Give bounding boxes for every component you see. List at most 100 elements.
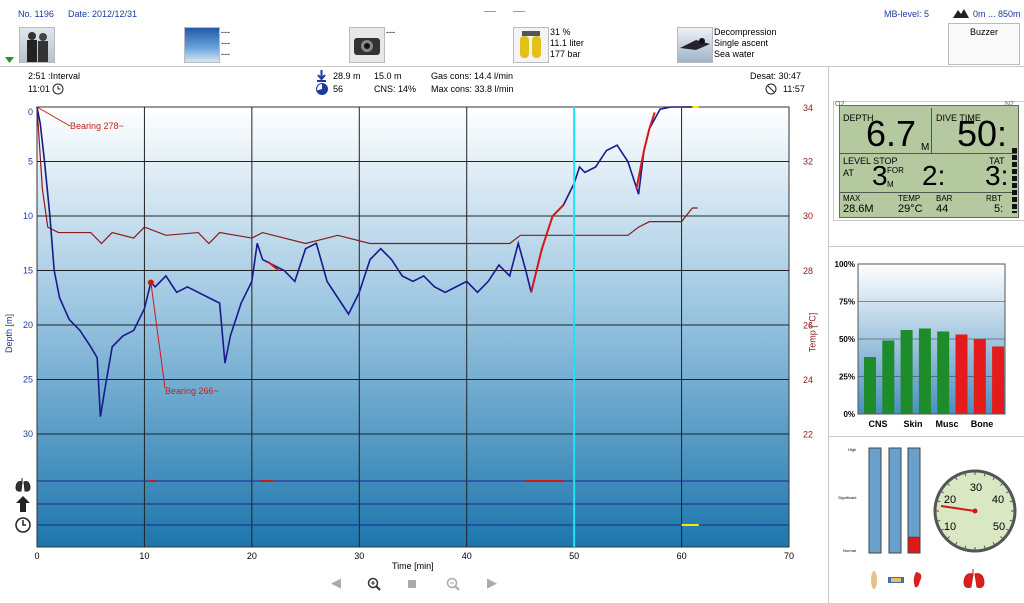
dive-mode-line-1: Decompression	[714, 27, 777, 37]
time-tick-label: 50	[569, 551, 579, 561]
buzzer-button[interactable]: Buzzer	[948, 23, 1020, 65]
desaturation-time: Desat: 30:47	[750, 71, 802, 81]
lcd-bar-label: BAR	[936, 194, 953, 203]
temperature-line	[36, 106, 698, 245]
dive-mode-photo[interactable]	[677, 27, 713, 63]
gauge-tick-mark	[940, 528, 945, 531]
camera-text: ---	[386, 27, 395, 37]
workload-bar	[868, 447, 882, 554]
gauge-tick-mark	[940, 491, 945, 494]
mb-level: MB-level: 5	[884, 9, 930, 19]
time-tick-label: 60	[677, 551, 687, 561]
depth-axis-label: Depth [m]	[4, 313, 15, 354]
tissue-bar	[882, 340, 895, 414]
tissue-bar	[900, 330, 913, 414]
lcd-n2-label: N2	[1005, 101, 1014, 108]
lcd-o2-label: O2	[835, 101, 845, 108]
dive-profile-chart[interactable]: 0 10 20 30 40 50 60 70 0 5 10 15 20 25 30 34 32 30 28 26 24 2…	[0, 0, 830, 603]
depth-tick-label: 25	[23, 375, 33, 385]
lcd-max-label: MAX	[843, 194, 861, 203]
dive-date: Date: 2012/12/31	[68, 9, 138, 19]
lcd-col-divider	[931, 108, 932, 153]
lcd-rbt-value: 5:	[994, 203, 1004, 215]
max-depth: 28.9 m	[333, 71, 361, 81]
zoom-out-button[interactable]	[446, 577, 460, 593]
temp-tick-label: 24	[803, 375, 813, 385]
lcd-rbt-label: RBT	[986, 194, 1002, 203]
bearing-leader-line	[150, 282, 166, 389]
computer-display	[833, 101, 1024, 221]
gauge-tick-mark	[1009, 519, 1013, 522]
depth-profile-line	[36, 106, 693, 417]
time-tick-label: 30	[354, 551, 364, 561]
gauge-tick-mark	[1005, 528, 1010, 531]
tissue-separator	[829, 436, 1024, 437]
tank-photo[interactable]	[513, 27, 549, 63]
dive-number: No. 1196	[18, 9, 54, 19]
dive-mode-line-3: Sea water	[714, 49, 755, 59]
temp-tick-label: 26	[803, 320, 813, 330]
ascent-lane-icon	[16, 496, 30, 514]
temp-tick-label: 28	[803, 266, 813, 276]
location-line-2: ---	[221, 38, 230, 48]
lcd-level-stop: LEVEL STOP	[843, 156, 898, 166]
gauge-tick-label: 10	[944, 521, 956, 533]
workload-bar-fill	[907, 536, 921, 554]
camera-photo[interactable]	[349, 27, 385, 63]
next-button[interactable]: ▶	[487, 575, 497, 590]
divers-photo[interactable]	[19, 27, 55, 63]
depth-tick-label: 30	[23, 429, 33, 439]
fast-ascent-segment	[635, 112, 656, 189]
tissue-bar	[973, 339, 986, 414]
header-separator	[0, 66, 1024, 67]
zoom-in-button[interactable]	[367, 577, 381, 593]
body-workload-icon	[868, 569, 928, 593]
dive-minutes: 56	[333, 84, 344, 94]
location-photo[interactable]	[184, 27, 220, 63]
tissue-tick-label: 75%	[839, 298, 855, 307]
lungs-icon	[962, 568, 986, 592]
altitude-range: 0m ... 850m	[973, 9, 1021, 19]
lcd-at-label: AT	[843, 168, 854, 178]
lcd-temp-value: 29°C	[898, 203, 923, 215]
tank-volume: 11.1 liter	[550, 38, 584, 48]
tissue-tick-label: 0%	[843, 410, 855, 419]
avg-depth: 15.0 m	[374, 71, 402, 81]
tissue-tick-label: 100%	[835, 260, 855, 269]
lcd-stop-depth: 3	[872, 160, 888, 191]
gauge-tick-mark	[937, 500, 941, 503]
lcd-tat-value: 3:	[985, 160, 1009, 191]
lcd-for-label: FOR	[887, 166, 904, 175]
max-consumption: Max cons: 33.8 l/min	[431, 84, 514, 94]
depth-tick-label: 20	[23, 320, 33, 330]
dropdown-arrow-icon[interactable]	[5, 55, 14, 65]
lcd-dive-time-value: 50:	[957, 113, 1008, 154]
lcd-stop-time: 2:	[922, 160, 946, 191]
stop-button[interactable]	[408, 580, 416, 588]
gauge-tick-mark	[983, 473, 986, 477]
lcd-stop-unit: M	[887, 180, 894, 189]
gauge-tick-mark	[955, 541, 958, 546]
gas-consumption: Gas cons: 14.4 l/min	[431, 71, 514, 81]
previous-button[interactable]: ◀	[331, 575, 341, 590]
tissue-category-label: Bone	[971, 419, 994, 429]
start-time: 11:01	[28, 84, 50, 94]
tissue-category-label: Musc	[935, 419, 958, 429]
plot-area	[36, 106, 790, 548]
fast-ascent-segment	[267, 261, 280, 272]
lcd-bar-value: 44	[936, 203, 949, 215]
mountain-icon	[953, 8, 969, 20]
lcd-depth-unit: M	[921, 142, 930, 153]
time-tick-label: 0	[34, 551, 39, 561]
dive-mode-line-2: Single ascent	[714, 38, 769, 48]
breathing-rate-gauge: 20 30 40 10 50	[933, 469, 1017, 553]
surface-interval: 2:51 :Interval	[28, 71, 81, 81]
tissue-bar	[937, 331, 950, 414]
gauge-tick-mark	[947, 483, 950, 486]
temp-axis-label: Temp [°C]	[807, 312, 818, 353]
location-line-3: ---	[221, 49, 230, 59]
tissue-tick-label: 25%	[839, 373, 855, 382]
gauge-tick-mark	[1000, 536, 1003, 539]
gauge-tick-mark	[983, 545, 986, 549]
bearing-annotation-2: Bearing 266~	[165, 386, 219, 396]
